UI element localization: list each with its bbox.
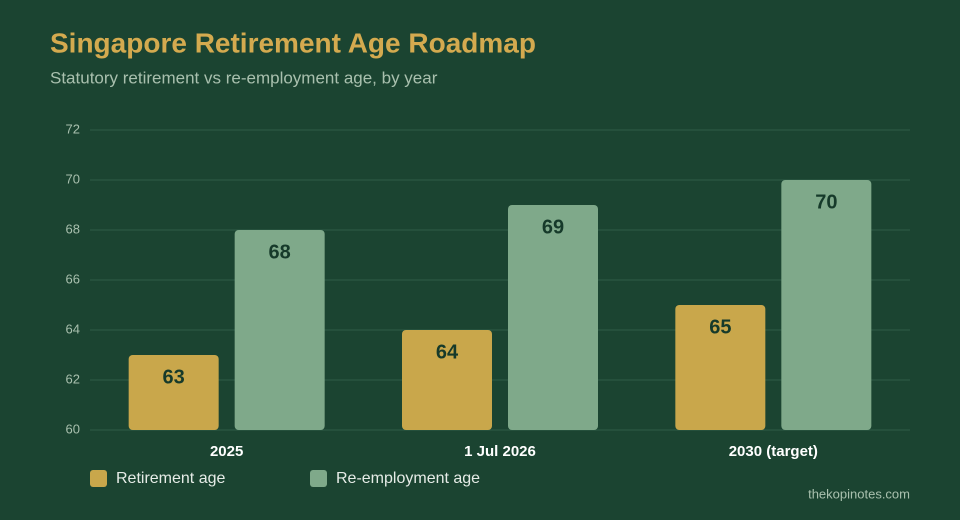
y-tick-label: 62 (66, 371, 80, 386)
x-tick-label: 2030 (target) (729, 443, 818, 460)
bar (675, 305, 766, 430)
bar (234, 230, 325, 430)
y-tick-label: 60 (66, 421, 80, 436)
bar (128, 355, 219, 430)
bar (781, 180, 872, 430)
legend-swatch (90, 470, 107, 487)
value-label: 65 (709, 316, 731, 338)
source: thekopinotes.com (808, 486, 910, 501)
x-tick-label: 2025 (210, 443, 243, 460)
x-tick-label: 1 Jul 2026 (464, 443, 536, 460)
bar (508, 205, 598, 430)
legend-swatch (310, 470, 327, 487)
y-tick-label: 66 (66, 271, 80, 286)
value-label: 70 (815, 191, 837, 213)
value-label: 68 (269, 241, 291, 263)
y-tick-label: 72 (66, 121, 80, 136)
value-label: 69 (542, 216, 564, 238)
legend-label: Re-employment age (336, 470, 480, 487)
value-label: 63 (163, 366, 185, 388)
y-tick-label: 68 (66, 221, 80, 236)
bar (402, 330, 492, 430)
value-label: 64 (436, 341, 459, 363)
y-tick-label: 64 (66, 321, 80, 336)
chart-title: Singapore Retirement Age Roadmap (50, 27, 536, 58)
legend-label: Retirement age (116, 470, 225, 487)
y-tick-label: 70 (66, 171, 80, 186)
chart-subtitle: Statutory retirement vs re-employment ag… (50, 68, 438, 87)
